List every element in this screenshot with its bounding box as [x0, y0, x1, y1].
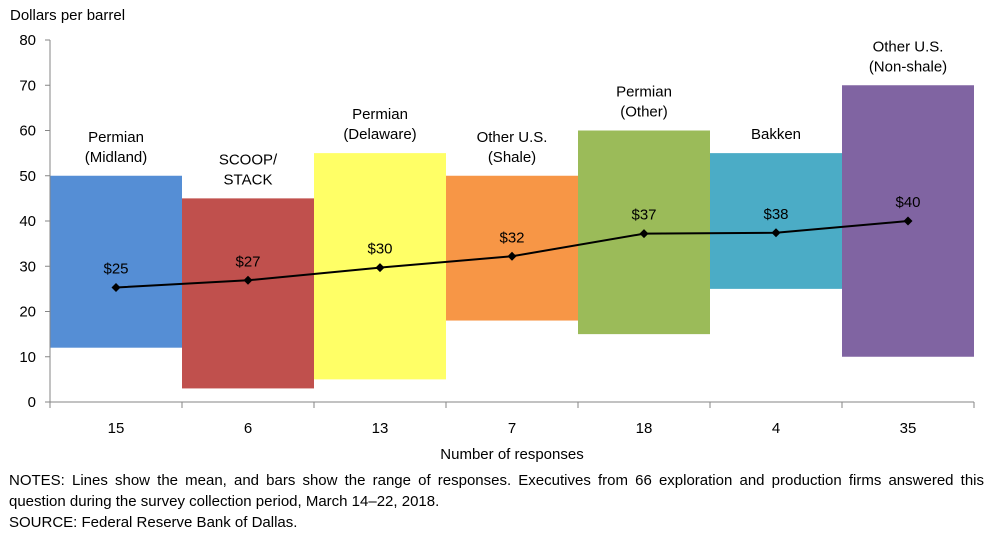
category-label: Other U.S. — [873, 38, 944, 55]
mean-marker — [771, 228, 781, 238]
category-label: Bakken — [751, 126, 801, 143]
category-label: (Non-shale) — [869, 58, 947, 75]
y-tick-label: 80 — [19, 32, 36, 49]
mean-value-label: $30 — [367, 241, 392, 258]
x-tick-label: 7 — [508, 420, 516, 437]
category-label: Permian — [616, 84, 672, 101]
mean-value-label: $25 — [103, 261, 128, 278]
mean-marker — [243, 275, 253, 285]
mean-marker — [111, 283, 121, 293]
axes — [45, 39, 975, 408]
y-tick-label: 40 — [19, 213, 36, 230]
range-bar — [710, 153, 842, 289]
range-bar — [50, 175, 182, 348]
x-tick-label: 18 — [636, 420, 653, 437]
x-tick-label: 35 — [900, 420, 917, 437]
category-label: Other U.S. — [477, 129, 548, 146]
range-chart: Dollars per barrel Number of responses 0… — [10, 7, 975, 463]
x-tick-label: 4 — [772, 420, 780, 437]
category-label: (Delaware) — [343, 126, 416, 143]
category-label: STACK — [224, 171, 273, 188]
x-axis-title: Number of responses — [440, 446, 583, 463]
x-tick-label: 13 — [372, 420, 389, 437]
y-tick-label: 0 — [28, 394, 36, 411]
category-label: (Other) — [620, 104, 668, 121]
mean-marker — [903, 216, 913, 226]
y-tick-label: 30 — [19, 258, 36, 275]
range-bar — [182, 198, 314, 389]
y-tick-label: 60 — [19, 123, 36, 140]
mean-marker — [507, 251, 517, 261]
category-label: (Shale) — [488, 149, 536, 166]
mean-line-group — [111, 216, 913, 293]
mean-value-label: $40 — [895, 194, 920, 211]
category-label: Permian — [88, 129, 144, 146]
chart-notes: NOTES: Lines show the mean, and bars sho… — [9, 470, 984, 533]
category-label: Permian — [352, 106, 408, 123]
category-label: (Midland) — [85, 149, 148, 166]
notes-text: NOTES: Lines show the mean, and bars sho… — [9, 472, 984, 510]
mean-marker — [375, 263, 385, 273]
category-label: SCOOP/ — [219, 151, 278, 168]
y-tick-label: 70 — [19, 77, 36, 94]
mean-value-label: $32 — [499, 229, 524, 246]
mean-value-label: $38 — [763, 206, 788, 223]
source-text: SOURCE: Federal Reserve Bank of Dallas. — [9, 514, 298, 531]
y-tick-label: 50 — [19, 168, 36, 185]
mean-marker — [639, 229, 649, 239]
mean-value-label: $37 — [631, 207, 656, 224]
labels: 0 10 20 30 40 50 60 70 80 15 6 13 7 18 4 35 $25 $27 $30 $32… — [19, 32, 947, 437]
mean-value-label: $27 — [235, 253, 260, 270]
x-tick-label: 15 — [108, 420, 125, 437]
y-axis-title: Dollars per barrel — [10, 7, 125, 24]
y-tick-label: 10 — [19, 349, 36, 366]
y-tick-label: 20 — [19, 304, 36, 321]
x-tick-label: 6 — [244, 420, 252, 437]
